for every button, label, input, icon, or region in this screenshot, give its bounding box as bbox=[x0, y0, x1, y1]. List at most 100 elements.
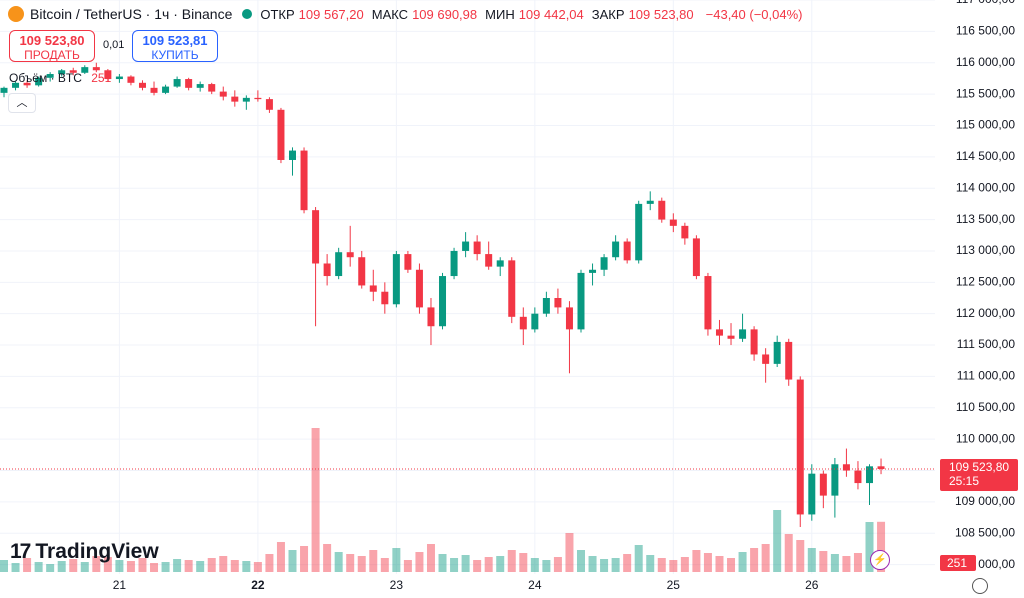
volume-bar bbox=[196, 561, 205, 572]
y-tick-label: 113 000,00 bbox=[956, 243, 1015, 257]
volume-bar bbox=[473, 560, 482, 572]
candle-body bbox=[404, 254, 412, 270]
volume-bar bbox=[646, 555, 655, 572]
candle-body bbox=[496, 260, 504, 267]
y-tick-label: 111 000,00 bbox=[957, 369, 1016, 383]
volume-tag-value: 251 bbox=[947, 556, 967, 570]
candle-body bbox=[312, 210, 320, 264]
settings-button[interactable] bbox=[972, 578, 988, 594]
volume-bar bbox=[138, 558, 147, 572]
volume-bar bbox=[276, 542, 285, 572]
ohlc-label: МАКС bbox=[371, 6, 409, 22]
candle-body bbox=[762, 354, 770, 364]
volume-bar bbox=[415, 552, 424, 572]
volume-bar bbox=[34, 562, 43, 572]
volume-bar bbox=[877, 521, 886, 572]
volume-label: Объём · BTC bbox=[9, 71, 82, 85]
volume-bar bbox=[853, 553, 862, 572]
candle-body bbox=[450, 250, 458, 277]
candle-body bbox=[392, 254, 400, 305]
volume-bar bbox=[623, 554, 632, 572]
price-tag bbox=[940, 459, 1018, 492]
y-tick-label: 110 500,00 bbox=[956, 400, 1015, 414]
candle-body bbox=[715, 329, 723, 336]
volume-bar bbox=[669, 560, 678, 572]
volume-bar bbox=[634, 545, 643, 572]
y-tick-label: 108 500,00 bbox=[955, 525, 1015, 539]
candle-body bbox=[565, 307, 573, 330]
collapse-button[interactable]: ︿ bbox=[8, 93, 36, 113]
logo-text: TradingView bbox=[35, 540, 159, 563]
volume-bar bbox=[680, 557, 689, 572]
price-axis bbox=[935, 0, 1024, 598]
sell-button[interactable]: 109 523,80 ПРОДАТЬ bbox=[9, 30, 95, 62]
y-tick-label: 117 000,00 bbox=[956, 0, 1015, 6]
candle-body bbox=[704, 276, 712, 330]
candle-body bbox=[277, 109, 285, 160]
ohlc-value: 109 523,80 bbox=[628, 6, 694, 22]
volume-bar bbox=[300, 546, 309, 572]
alert-button[interactable]: ⚡ bbox=[870, 550, 890, 570]
volume-bar bbox=[207, 558, 216, 572]
x-tick-label: 21 bbox=[113, 578, 127, 592]
volume-bar bbox=[761, 544, 770, 572]
volume-bar bbox=[738, 552, 747, 572]
volume-bar bbox=[692, 550, 701, 572]
candle-body bbox=[473, 241, 481, 255]
candle-body bbox=[773, 341, 781, 364]
volume-bar bbox=[242, 561, 251, 572]
candle-body bbox=[866, 466, 873, 484]
volume-bar bbox=[311, 428, 320, 572]
candle-body bbox=[369, 285, 377, 292]
candle-body bbox=[69, 70, 77, 73]
symbol-title[interactable]: Bitcoin / TetherUS · 1ч · Binance bbox=[30, 6, 233, 22]
candle-body bbox=[127, 76, 135, 83]
y-tick-label: 112 500,00 bbox=[956, 274, 1015, 288]
y-tick-label: 111 500,00 bbox=[957, 337, 1016, 351]
logo[interactable]: 17 TradingView bbox=[10, 540, 159, 564]
volume-bar bbox=[750, 548, 759, 572]
volume-bar bbox=[450, 558, 459, 572]
candle-body bbox=[81, 67, 89, 73]
buy-button[interactable]: 109 523,81 КУПИТЬ bbox=[132, 30, 218, 62]
candle-body bbox=[831, 464, 839, 496]
volume-bar bbox=[796, 540, 805, 572]
volume-bar bbox=[426, 544, 435, 572]
candle-body bbox=[12, 82, 20, 88]
candle-body bbox=[877, 466, 885, 470]
candle-body bbox=[138, 82, 146, 88]
candle-body bbox=[346, 252, 354, 258]
candle-body bbox=[358, 257, 366, 286]
volume-bar bbox=[323, 544, 332, 572]
ohlc-label: ОТКР bbox=[260, 6, 295, 22]
volume-bar bbox=[126, 561, 135, 572]
volume-bar bbox=[865, 522, 874, 572]
candle-body bbox=[612, 241, 620, 258]
y-tick-label: 112 000,00 bbox=[956, 306, 1015, 320]
ohlc-value: 109 442,04 bbox=[518, 6, 584, 22]
candle-body bbox=[646, 200, 654, 204]
candle-body bbox=[35, 77, 43, 86]
volume-bar bbox=[69, 559, 78, 572]
candle-body bbox=[242, 97, 250, 102]
volume-bar bbox=[103, 557, 112, 572]
volume-bar bbox=[161, 562, 170, 572]
y-tick-label: 109 000,00 bbox=[955, 494, 1015, 508]
volume-bar bbox=[773, 510, 782, 572]
y-tick-label: 116 000,00 bbox=[956, 55, 1015, 69]
candle-body bbox=[219, 91, 227, 97]
volume-bar bbox=[357, 556, 366, 572]
sell-label: ПРОДАТЬ bbox=[24, 48, 80, 62]
volume-bar bbox=[530, 558, 539, 572]
volume-bar bbox=[230, 560, 239, 572]
volume-bar bbox=[807, 548, 816, 572]
volume-bar bbox=[519, 553, 528, 572]
candle-body bbox=[589, 269, 597, 273]
candle-body bbox=[0, 87, 8, 93]
volume-bar bbox=[727, 558, 736, 572]
y-tick-label: 115 500,00 bbox=[956, 86, 1015, 100]
candle-body bbox=[854, 470, 862, 484]
candle-body bbox=[669, 219, 677, 226]
candle-body bbox=[623, 241, 631, 261]
